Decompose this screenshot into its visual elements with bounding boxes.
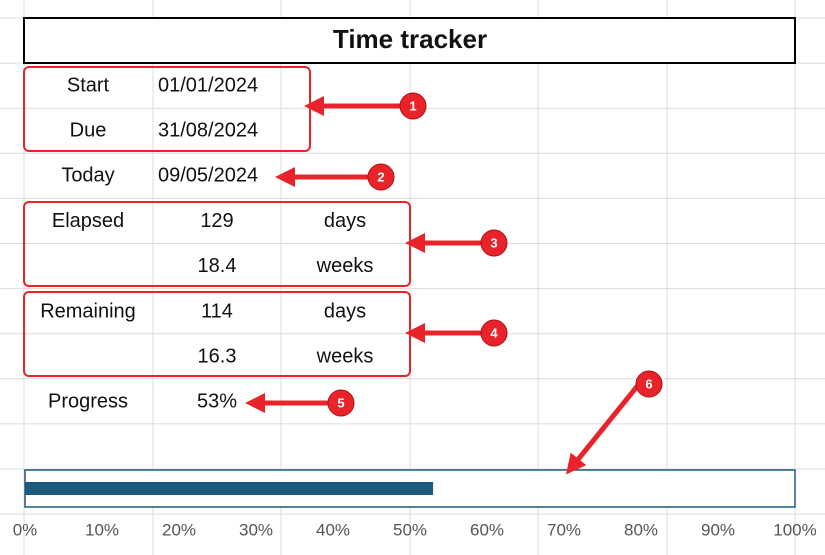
row-label: Today — [61, 165, 114, 187]
cell-value: 01/01/2024 — [158, 74, 258, 96]
cell-unit: weeks — [316, 255, 374, 277]
callout-badge — [327, 389, 355, 417]
row-label: Start — [67, 74, 110, 96]
x-tick-label: 90% — [701, 520, 735, 539]
cell-value: 16.3 — [198, 345, 237, 367]
callout-badge — [367, 163, 395, 191]
cell-value: 129 — [200, 210, 233, 232]
callout-number: 3 — [490, 235, 497, 250]
progress-bar — [25, 482, 434, 495]
cell-unit: days — [324, 300, 366, 322]
x-tick-label: 20% — [162, 520, 196, 539]
x-tick-label: 0% — [13, 520, 38, 539]
x-tick-label: 100% — [773, 520, 816, 539]
callout-number: 5 — [337, 395, 344, 410]
x-tick-label: 70% — [547, 520, 581, 539]
callout-number: 2 — [377, 169, 384, 184]
title: Time tracker — [333, 24, 487, 54]
row-label: Progress — [48, 391, 128, 413]
x-tick-label: 80% — [624, 520, 658, 539]
callout-badge — [635, 370, 663, 398]
x-tick-label: 10% — [85, 520, 119, 539]
cell-value: 53% — [197, 391, 237, 413]
cell-value: 09/05/2024 — [158, 165, 258, 187]
row-label: Remaining — [40, 300, 136, 322]
row-label: Elapsed — [52, 210, 124, 232]
title-box — [23, 17, 796, 64]
x-tick-label: 60% — [470, 520, 504, 539]
cell-value: 31/08/2024 — [158, 119, 258, 141]
callout-badge — [399, 92, 427, 120]
cell-unit: weeks — [316, 345, 374, 367]
callout-badge — [480, 229, 508, 257]
cell-value: 114 — [201, 300, 233, 322]
cell-unit: days — [324, 210, 366, 232]
x-tick-label: 40% — [316, 520, 350, 539]
callout-number: 4 — [490, 325, 498, 340]
x-tick-label: 50% — [393, 520, 427, 539]
cell-value: 18.4 — [198, 255, 237, 277]
row-label: Due — [70, 119, 107, 141]
callout-number: 1 — [409, 98, 416, 113]
callout-number: 6 — [645, 376, 652, 391]
callout-arrow — [565, 382, 641, 475]
x-tick-label: 30% — [239, 520, 273, 539]
callout-badge — [480, 319, 508, 347]
